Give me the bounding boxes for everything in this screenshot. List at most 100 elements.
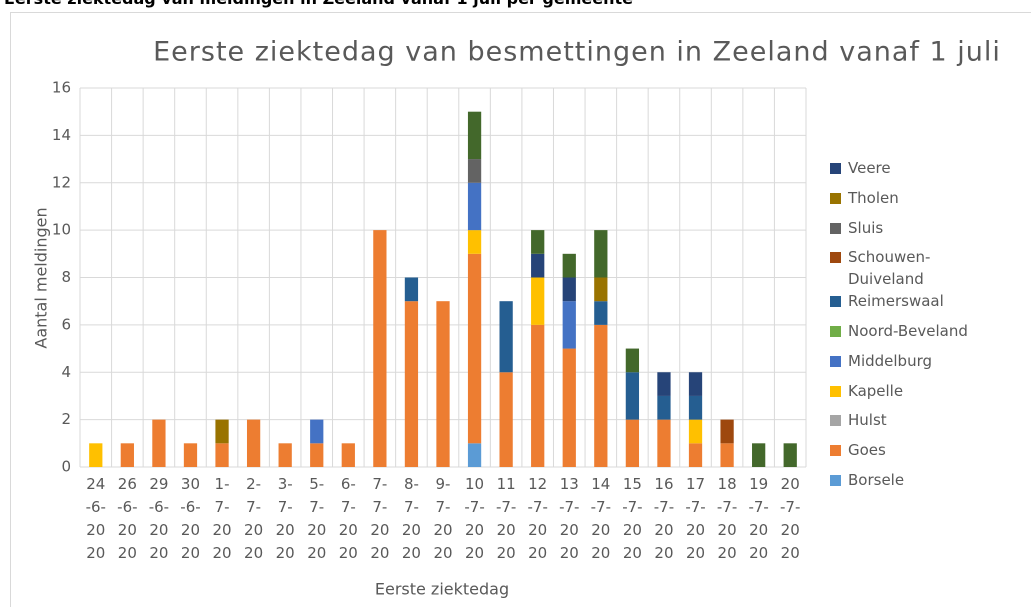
y-tick-label: 10 (52, 221, 71, 239)
legend-swatch (830, 163, 841, 174)
x-tick-label: 13-7-2020 (559, 475, 580, 562)
bar-segment (373, 230, 387, 467)
legend-label: Noord-Beveland (848, 322, 968, 340)
y-tick-label: 14 (52, 126, 71, 144)
legend-swatch (830, 326, 841, 337)
bar-segment (499, 372, 513, 467)
bar-segment (657, 395, 671, 420)
bar-segment (531, 277, 545, 325)
x-tick-label: 1-7-2020 (212, 475, 232, 562)
x-tick-label: 11-7-2020 (495, 475, 517, 562)
bar-segment (120, 443, 134, 467)
bar-segment (467, 230, 482, 254)
bar-segment (467, 182, 482, 231)
x-tick-label: 10-7-2020 (464, 475, 485, 562)
legend-swatch (830, 475, 841, 486)
bar-segment (152, 419, 166, 467)
bar-segment (531, 230, 545, 254)
x-tick-label: 19-7-2020 (748, 475, 769, 562)
x-tick-label: 18-7-2020 (716, 475, 738, 562)
legend-label: Hulst (848, 411, 887, 430)
x-tick-label: 14-7-2020 (590, 475, 611, 562)
bar-segment (562, 348, 576, 467)
bar-segment (183, 443, 198, 467)
bar-segment (657, 372, 671, 396)
legend-swatch (830, 192, 841, 204)
bar-segment (404, 277, 419, 302)
legend-label: Goes (848, 441, 886, 460)
bar-segment (720, 419, 734, 444)
bar-segment (783, 443, 797, 467)
y-tick-label: 4 (61, 363, 71, 381)
bar-segment (657, 419, 671, 467)
legend-swatch (830, 385, 841, 397)
legend-label: Kapelle (848, 381, 904, 400)
legend-label: Reimerswaal (848, 292, 944, 311)
bar-segment (594, 277, 608, 302)
bar-segment (688, 395, 703, 420)
x-tick-label: 12-7-2020 (527, 475, 548, 562)
chart-title: Eerste ziektedag van besmettingen in Zee… (153, 37, 1001, 68)
x-axis-label: Eerste ziektedag (375, 580, 509, 599)
bar-segment (89, 443, 103, 467)
bar-segment (594, 324, 608, 467)
x-tick-label: 6-7-2020 (338, 475, 358, 562)
bar-segment (594, 301, 608, 325)
bar-segment (625, 372, 640, 420)
legend-swatch (830, 222, 841, 234)
x-tick-label: 20-7-2020 (780, 475, 801, 562)
legend-label: Tholen (848, 188, 899, 207)
bar-segment (752, 443, 766, 467)
y-tick-label: 16 (52, 79, 71, 97)
bar-segment (310, 419, 324, 444)
bar-segment (562, 253, 576, 278)
x-tick-label: 16-7-2020 (653, 475, 675, 562)
x-tick-label: 8-7-2020 (401, 475, 421, 562)
bar-segment (310, 443, 324, 467)
legend-label: Schouwen-Duiveland (848, 248, 931, 289)
bar-segment (278, 443, 292, 467)
bar-segment (688, 419, 703, 444)
x-tick-label: 9-7-2020 (433, 475, 453, 562)
x-tick-label: 24-6-2020 (85, 475, 106, 562)
page-title: Eerste ziektedag van meldingen in Zeelan… (4, 0, 633, 8)
x-tick-label: 26-6-2020 (117, 475, 138, 562)
bar-segment (531, 253, 545, 278)
y-tick-label: 6 (61, 315, 71, 333)
bar-segment (625, 419, 640, 467)
legend-label: Sluis (848, 218, 884, 237)
bar-segment (688, 443, 703, 467)
bar-segment (562, 301, 576, 349)
bar-segment (467, 111, 482, 160)
x-tick-label: 5-7-2020 (307, 475, 327, 562)
chart-frame (10, 12, 1031, 607)
legend-label: Middelburg (848, 351, 933, 370)
bar-segment (688, 372, 703, 396)
y-tick-label: 2 (61, 410, 71, 428)
legend-swatch (830, 355, 841, 367)
bar-segment (562, 277, 576, 302)
x-tick-label: 7-7-2020 (370, 475, 390, 562)
bar-segment (499, 301, 513, 373)
legend-label: Borsele (848, 471, 905, 489)
x-tick-label: 2-7-2020 (244, 475, 264, 562)
legend-swatch (830, 415, 841, 427)
x-tick-label: 17-7-2020 (685, 475, 706, 562)
bar-segment (436, 301, 450, 467)
x-tick-label: 29-6-2020 (148, 475, 170, 562)
bar-segment (531, 324, 545, 467)
legend-label: Veere (848, 159, 891, 177)
legend-swatch (830, 445, 841, 457)
y-tick-label: 0 (61, 458, 71, 476)
bar-segment (625, 348, 640, 373)
bar-segment (594, 230, 608, 278)
bar-segment (404, 301, 419, 467)
y-tick-label: 12 (52, 173, 71, 191)
bar-segment (467, 253, 482, 444)
bar-segment (341, 443, 355, 467)
x-tick-label: 3-7-2020 (275, 475, 295, 562)
legend-swatch (830, 296, 841, 308)
bar-segment (215, 419, 229, 444)
